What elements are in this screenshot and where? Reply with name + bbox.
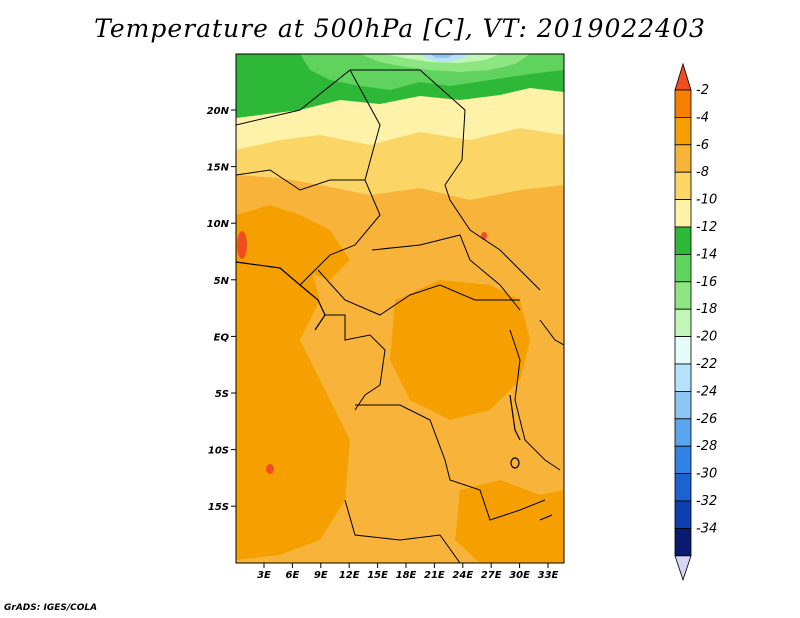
lat-tick-label: 15S bbox=[208, 502, 229, 513]
colorbar-label: -26 bbox=[696, 412, 717, 427]
field-band-minus4-to-minus6-nw bbox=[236, 205, 350, 280]
colorbar-segment bbox=[674, 390, 692, 420]
lat-tick-label: 5S bbox=[215, 389, 229, 400]
colorbar-label: -6 bbox=[696, 138, 709, 153]
colorbar: -2 -4 -6 -8 -10 -12 -14 -16 -18 -20 -22 -24 -26 -28 -3… bbox=[674, 62, 717, 582]
lon-tick-label: 15E bbox=[367, 570, 388, 581]
colorbar-segment bbox=[674, 117, 692, 146]
lat-tick-label: 5N bbox=[214, 276, 230, 287]
lon-tick-label: 18E bbox=[396, 570, 417, 581]
colorbar-segment bbox=[674, 363, 692, 392]
lat-tick-label: 15N bbox=[207, 163, 230, 174]
country-borders bbox=[236, 69, 564, 563]
colorbar-label: -34 bbox=[696, 521, 717, 536]
colorbar-label: -4 bbox=[696, 110, 709, 125]
lon-tick-label: 33E bbox=[538, 570, 559, 581]
lon-tick-label: 6E bbox=[286, 570, 300, 581]
colorbar-label: -30 bbox=[696, 467, 717, 482]
colorbar-segment bbox=[674, 445, 692, 475]
lon-tick-label: 21E bbox=[424, 570, 445, 581]
lon-tick-label: 30E bbox=[509, 570, 530, 581]
colorbar-segment bbox=[674, 336, 692, 365]
grads-credit: GrADS: IGES/COLA bbox=[4, 603, 98, 613]
lon-tick-label: 27E bbox=[481, 570, 502, 581]
colorbar-segment bbox=[674, 171, 692, 200]
colorbar-label: -12 bbox=[696, 220, 717, 235]
colorbar-label: -10 bbox=[696, 193, 717, 208]
latitude-axis: 20N 15N 10N 5N EQ 5S 10S 15S bbox=[207, 106, 236, 513]
colorbar-label: -16 bbox=[696, 275, 717, 290]
colorbar-segment bbox=[674, 528, 692, 557]
lon-tick-label: 3E bbox=[257, 570, 271, 581]
lat-tick-label: 10N bbox=[207, 219, 230, 230]
colorbar-top-arrow bbox=[674, 62, 692, 91]
field-band-minus4-to-minus6-west bbox=[236, 255, 350, 560]
colorbar-bottom-arrow bbox=[674, 555, 692, 582]
map-title: Temperature at 500hPa [C], VT: 201902240… bbox=[94, 14, 706, 43]
colorbar-segment bbox=[674, 308, 692, 338]
lon-tick-label: 9E bbox=[314, 570, 328, 581]
colorbar-segment bbox=[674, 199, 692, 228]
colorbar-label: -20 bbox=[696, 330, 717, 345]
field-band-minus4-to-minus6-central bbox=[390, 280, 530, 420]
temperature-field bbox=[236, 54, 564, 563]
colorbar-segment bbox=[674, 418, 692, 447]
colorbar-segment bbox=[674, 253, 692, 283]
colorbar-label: -24 bbox=[696, 384, 717, 399]
warm-spot-south bbox=[266, 464, 274, 474]
colorbar-label: -22 bbox=[696, 357, 717, 372]
coastlines bbox=[236, 261, 553, 521]
lon-tick-label: 24E bbox=[452, 570, 473, 581]
colorbar-label: -32 bbox=[696, 494, 717, 509]
warm-spot-west bbox=[237, 231, 247, 259]
colorbar-label: -18 bbox=[696, 302, 717, 317]
lon-tick-label: 12E bbox=[339, 570, 360, 581]
field-band-minus22-to-minus24 bbox=[430, 54, 455, 58]
lat-tick-label: EQ bbox=[214, 332, 230, 343]
colorbar-label: -14 bbox=[696, 247, 717, 262]
map-frame bbox=[235, 53, 565, 564]
colorbar-label: -28 bbox=[696, 439, 717, 454]
colorbar-segment bbox=[674, 500, 692, 529]
lat-tick-label: 10S bbox=[208, 446, 229, 457]
colorbar-segment bbox=[674, 89, 692, 118]
colorbar-segment bbox=[674, 144, 692, 173]
field-band-minus4-to-minus6-se bbox=[455, 480, 564, 563]
longitude-axis: 3E 6E 9E 12E 15E 18E 21E 24E 27E 30E 33E bbox=[257, 563, 559, 581]
colorbar-label: -8 bbox=[696, 165, 709, 180]
colorbar-segment bbox=[674, 473, 692, 502]
lat-tick-label: 20N bbox=[207, 106, 230, 117]
colorbar-segment bbox=[674, 281, 692, 310]
colorbar-segment bbox=[674, 226, 692, 255]
colorbar-label: -2 bbox=[696, 83, 709, 98]
